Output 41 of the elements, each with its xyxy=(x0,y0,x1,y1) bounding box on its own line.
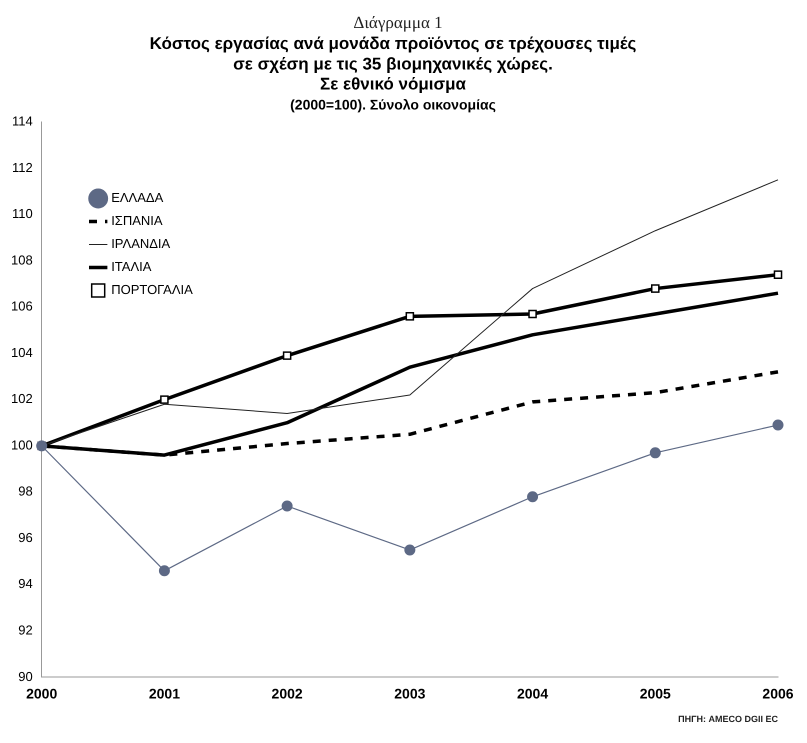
legend-label: ΕΛΛΑΔΑ xyxy=(111,190,164,206)
y-tick-label: 112 xyxy=(12,160,33,175)
x-tick-label: 2004 xyxy=(516,685,548,702)
point xyxy=(404,544,416,556)
x-tick-label: 2005 xyxy=(640,685,672,702)
legend-label: ΙΤΑΛΙΑ xyxy=(111,259,152,274)
legend-label: ΙΡΛΑΝΔΙΑ xyxy=(111,236,171,252)
text: Διάγραμμα 1 xyxy=(353,13,443,32)
y-tick-label: 106 xyxy=(10,298,33,314)
y-tick-label: 108 xyxy=(10,252,33,268)
x-tick-label: 2003 xyxy=(394,685,426,702)
legend-label: ΙΣΠΑΝΙΑ xyxy=(111,213,163,228)
point xyxy=(282,351,292,360)
y-tick-label: 102 xyxy=(10,391,33,406)
point xyxy=(774,270,782,279)
point xyxy=(650,284,660,293)
point xyxy=(282,500,293,512)
y-tick-label: 100 xyxy=(10,437,33,452)
y-tick-label: 92 xyxy=(18,622,33,638)
y-tick-label: 114 xyxy=(12,114,33,129)
chart-subtitle: (2000=100). Σύνολο οικονομίας xyxy=(290,96,496,112)
point xyxy=(528,310,537,318)
point xyxy=(406,312,414,321)
y-tick-label: 104 xyxy=(10,344,33,360)
text: ΠΗΓΗ: AMECO DGII EC xyxy=(678,714,778,724)
point xyxy=(650,447,661,458)
point xyxy=(158,565,170,576)
point xyxy=(772,420,784,431)
point xyxy=(527,491,538,502)
x-tick-label: 2006 xyxy=(762,685,794,702)
y-tick-label: 96 xyxy=(18,530,33,545)
y-tick-label: 98 xyxy=(18,484,33,499)
y-tick-label: 94 xyxy=(18,576,33,592)
y-tick-label: 110 xyxy=(12,206,33,222)
x-tick-label: 2002 xyxy=(272,685,303,702)
y-tick-label: 90 xyxy=(18,668,33,684)
x-tick-label: 2001 xyxy=(148,685,180,702)
x-tick-label: 2000 xyxy=(26,685,58,702)
chart-title: Κόστος εργασίας ανά μονάδα προϊόντος σε τρέχουσες τιμές σε σχέση με τις 35 βιομηχανικές χώρες. Σε εθνικό νόμισμα xyxy=(150,34,637,94)
point xyxy=(160,395,169,404)
legend-label: ΠΟΡΤΟΓΑΛΙΑ xyxy=(111,282,194,298)
